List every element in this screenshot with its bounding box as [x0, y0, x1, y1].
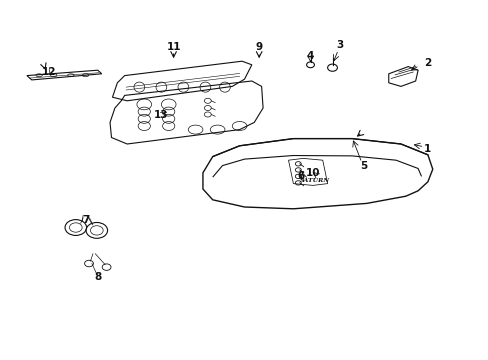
Text: 7: 7 [81, 215, 89, 225]
Text: 3: 3 [336, 40, 343, 50]
Text: 13: 13 [154, 110, 168, 120]
Text: 10: 10 [305, 168, 320, 178]
Text: 5: 5 [360, 161, 367, 171]
Text: 9: 9 [255, 42, 262, 52]
Text: 2: 2 [424, 58, 430, 68]
Text: 8: 8 [94, 272, 101, 282]
Text: SATURN: SATURN [300, 178, 330, 183]
Text: 6: 6 [297, 171, 304, 181]
Text: 11: 11 [166, 42, 181, 52]
Text: 4: 4 [306, 51, 314, 61]
Text: 1: 1 [424, 144, 430, 154]
Text: 12: 12 [41, 67, 56, 77]
